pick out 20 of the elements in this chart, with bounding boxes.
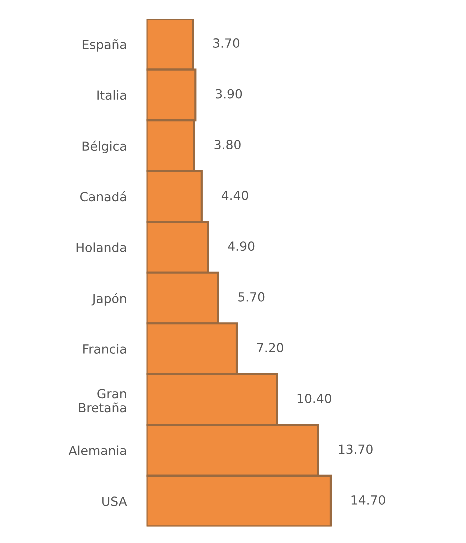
y-tick-label: Japón (92, 293, 126, 306)
data-label: 5.70 (238, 292, 265, 302)
y-tick-label: Bélgica (82, 140, 126, 154)
data-label: 4.40 (222, 190, 248, 200)
y-tick-label: Holanda (76, 242, 126, 252)
data-label: 10.40 (298, 394, 332, 404)
data-label: 7.20 (257, 343, 284, 353)
data-label: 3.70 (214, 38, 240, 48)
data-label: 13.70 (339, 444, 373, 454)
y-tick-label: Italia (98, 90, 126, 100)
data-label: 14.70 (352, 495, 386, 505)
y-tick-label: USA (102, 496, 128, 506)
y-tick-label: Canadá (80, 191, 126, 202)
y-tick-label: Gran Bretaña (79, 389, 126, 413)
data-label: 4.90 (228, 242, 255, 252)
data-label: 3.80 (214, 140, 241, 150)
data-label: 3.90 (216, 89, 242, 99)
y-tick-label: Francia (84, 344, 126, 354)
y-tick-label: Alemania (68, 446, 126, 456)
y-tick-label: España (82, 40, 126, 52)
